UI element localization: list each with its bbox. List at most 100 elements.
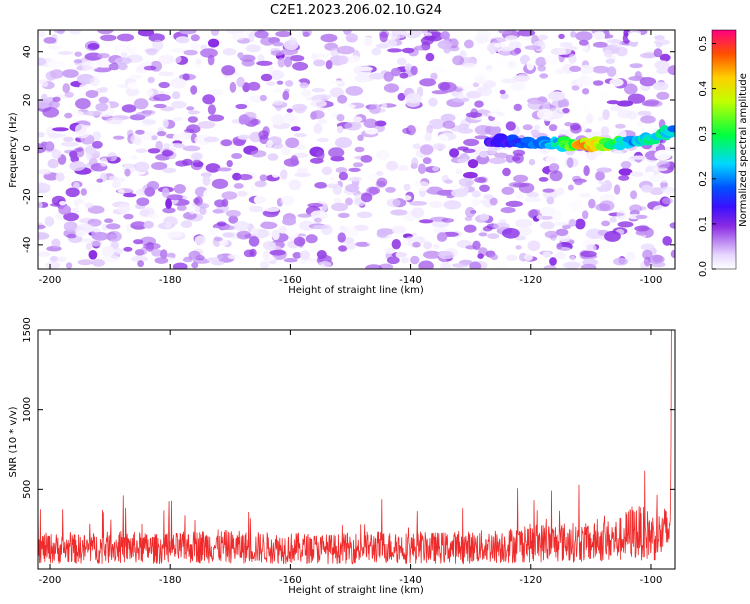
heatmap-cell bbox=[355, 66, 373, 71]
heatmap-cell bbox=[383, 83, 400, 93]
heatmap-cell bbox=[582, 210, 589, 220]
heatmap-cell bbox=[465, 206, 476, 218]
heatmap-cell bbox=[247, 81, 261, 91]
heatmap-cell bbox=[220, 139, 233, 147]
heatmap-cell bbox=[624, 83, 638, 95]
heatmap-cell bbox=[527, 240, 541, 252]
heatmap-cell bbox=[163, 143, 170, 150]
heatmap-cell bbox=[523, 254, 533, 261]
heatmap-cell bbox=[202, 94, 216, 105]
heatmap-cell bbox=[73, 59, 83, 64]
heatmap-cell bbox=[85, 183, 104, 194]
heatmap-cell bbox=[579, 64, 594, 74]
heatmap-cell bbox=[269, 249, 286, 256]
heatmap-cell bbox=[616, 100, 634, 107]
heatmap-cell bbox=[184, 128, 195, 133]
heatmap-cell bbox=[634, 225, 650, 232]
heatmap-cell bbox=[432, 243, 440, 250]
heatmap-cell bbox=[44, 141, 55, 152]
heatmap-cell bbox=[336, 114, 345, 122]
heatmap-cell bbox=[133, 239, 144, 245]
heatmap-cell bbox=[474, 100, 484, 108]
heatmap-cell bbox=[271, 142, 284, 149]
heatmap-cell bbox=[489, 197, 498, 206]
heatmap-cell bbox=[660, 186, 675, 194]
heatmap-cell bbox=[423, 250, 441, 259]
heatmap-cell bbox=[154, 257, 169, 264]
x-tick-label: -200 bbox=[39, 575, 62, 586]
heatmap-cell bbox=[143, 110, 156, 115]
heatmap-cell bbox=[95, 102, 109, 112]
heatmap-cell bbox=[423, 35, 437, 41]
heatmap-cell bbox=[88, 250, 98, 260]
heatmap-cell bbox=[236, 76, 245, 88]
heatmap-cell bbox=[190, 34, 200, 42]
heatmap-cell bbox=[205, 163, 221, 173]
heatmap-cell bbox=[254, 30, 269, 39]
heatmap-cell bbox=[616, 210, 627, 220]
heatmap-cell bbox=[52, 96, 61, 103]
heatmap-cell bbox=[221, 65, 236, 76]
heatmap-cell bbox=[135, 129, 145, 135]
heatmap-cell bbox=[123, 246, 133, 252]
heatmap-cell bbox=[536, 108, 554, 120]
heatmap-cell bbox=[166, 194, 184, 201]
heatmap-cell bbox=[336, 45, 355, 55]
heatmap-cell bbox=[111, 181, 121, 189]
heatmap-cell bbox=[493, 261, 508, 269]
heatmap-cell bbox=[207, 104, 216, 115]
heatmap-cell bbox=[562, 261, 581, 269]
heatmap-cell bbox=[162, 118, 169, 128]
heatmap-cell bbox=[424, 132, 432, 142]
heatmap-cell bbox=[137, 30, 155, 37]
heatmap-cell bbox=[582, 45, 590, 52]
heatmap-cell bbox=[627, 93, 646, 104]
heatmap-cell bbox=[615, 199, 631, 207]
heatmap-cell bbox=[646, 171, 655, 177]
heatmap-cell bbox=[416, 181, 430, 192]
heatmap-cell bbox=[256, 60, 273, 66]
heatmap-cell bbox=[425, 52, 435, 62]
heatmap-cell bbox=[467, 159, 479, 169]
heatmap-cell bbox=[60, 141, 79, 147]
heatmap-cell bbox=[430, 72, 438, 81]
heatmap-cell bbox=[65, 262, 73, 269]
heatmap-cell bbox=[474, 135, 489, 140]
heatmap-cell bbox=[603, 49, 613, 58]
heatmap-cell bbox=[283, 56, 293, 68]
heatmap-cell bbox=[226, 160, 233, 168]
heatmap-cell bbox=[56, 30, 66, 35]
heatmap-cell bbox=[330, 80, 343, 85]
heatmap-cell bbox=[338, 171, 348, 181]
heatmap-cell bbox=[464, 39, 474, 49]
heatmap-cell bbox=[264, 207, 280, 213]
heatmap-cell bbox=[423, 241, 433, 250]
heatmap-cell bbox=[273, 88, 282, 94]
heatmap-cell bbox=[207, 114, 225, 122]
heatmap-cell bbox=[494, 152, 509, 159]
heatmap-cell bbox=[228, 215, 239, 224]
heatmap-cell bbox=[266, 139, 273, 148]
heatmap-cell bbox=[610, 105, 623, 112]
heatmap-cell bbox=[161, 187, 170, 198]
heatmap-cell bbox=[629, 204, 642, 213]
heatmap-cell bbox=[652, 81, 669, 91]
snr-y-ticks: 500 1000 1500 bbox=[22, 317, 675, 499]
heatmap-cell bbox=[275, 30, 292, 38]
heatmap-cell bbox=[250, 150, 267, 158]
heatmap-cell bbox=[280, 48, 299, 55]
heatmap-cell bbox=[474, 125, 492, 135]
heatmap-cell bbox=[374, 120, 387, 127]
heatmap-cell bbox=[214, 199, 226, 208]
heatmap-cell bbox=[143, 65, 157, 71]
x-tick-label: -160 bbox=[279, 275, 302, 286]
heatmap-cell bbox=[353, 224, 369, 232]
heatmap-cell bbox=[302, 31, 310, 37]
snr-panel: -200 -180 -160 -140 -120 -100 500 1000 1500 Hei… bbox=[8, 317, 676, 596]
heatmap-cell bbox=[618, 175, 630, 181]
heatmap-cell bbox=[307, 203, 324, 208]
heatmap-cell bbox=[102, 254, 121, 263]
heatmap-cell bbox=[48, 45, 63, 50]
heatmap-cell bbox=[363, 118, 378, 129]
heatmap-cell bbox=[652, 254, 663, 263]
